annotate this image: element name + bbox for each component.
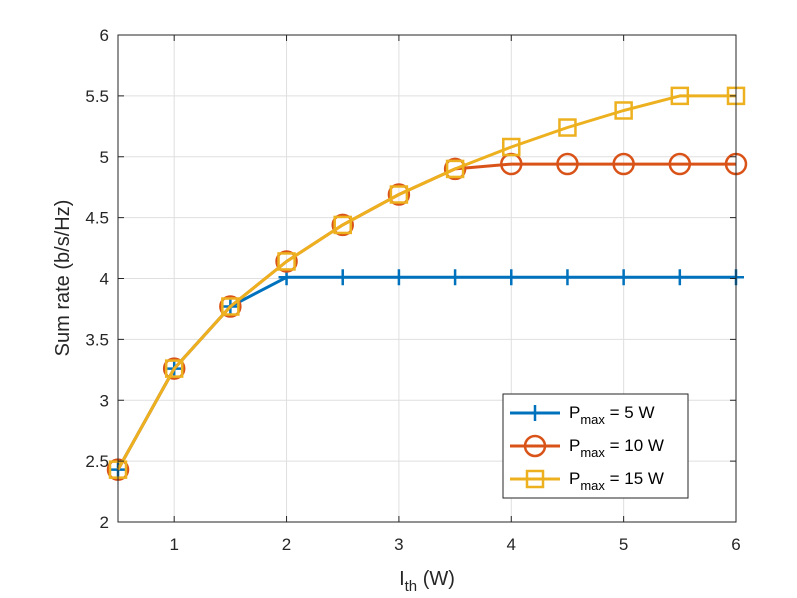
data-point	[389, 185, 409, 204]
legend-label-sub: max	[580, 478, 605, 493]
data-point	[445, 159, 465, 179]
data-point	[277, 252, 296, 271]
legend-label-sub: max	[580, 412, 605, 427]
x-tick-label: 3	[394, 535, 403, 554]
data-point	[670, 86, 690, 106]
series-line	[116, 94, 736, 471]
y-tick-label: 6	[100, 26, 109, 45]
data-point	[671, 269, 688, 286]
data-point	[387, 183, 411, 206]
y-tick-label: 2	[100, 513, 109, 532]
data-point	[164, 359, 184, 378]
data-point	[331, 213, 354, 237]
data-point	[502, 137, 521, 157]
y-tick-label: 3	[100, 391, 109, 410]
data-point	[333, 215, 352, 235]
legend-marker	[525, 469, 545, 489]
data-point	[558, 118, 577, 137]
series-layer	[106, 86, 748, 481]
y-tick-label: 4.5	[85, 209, 109, 228]
x-axis-label-unit: (W)	[417, 568, 455, 590]
x-axis-label-sub: th	[405, 578, 418, 595]
legend-item: Pmax = 15 W	[510, 469, 664, 493]
data-point	[612, 152, 635, 176]
legend-item: Pmax = 10 W	[510, 434, 664, 460]
legend-label-rest: = 10 W	[605, 436, 664, 455]
y-tick-labels: 2 2.5 3 3.5 4 4.5 5 5.5 6	[85, 26, 109, 532]
legend-label-rest: = 15 W	[605, 469, 664, 488]
legend-label-main: P	[569, 469, 580, 488]
data-point	[556, 152, 579, 176]
x-tick-label: 6	[731, 535, 740, 554]
y-tick-label: 2.5	[85, 452, 109, 471]
data-point	[275, 250, 298, 273]
y-tick-label: 4	[100, 270, 109, 289]
legend-marker	[527, 405, 543, 421]
data-point	[447, 269, 464, 286]
series-square	[108, 86, 746, 479]
y-axis-label: Sum rate (b/s/Hz)	[52, 200, 74, 357]
x-tick-labels: 1 2 3 4 5 6	[169, 535, 740, 554]
legend-marker	[523, 434, 547, 458]
data-point	[219, 295, 242, 318]
legend-label: Pmax = 15 W	[569, 469, 664, 493]
data-point	[221, 297, 240, 316]
y-tick-label: 5.5	[85, 87, 109, 106]
legend-label: Pmax = 10 W	[569, 436, 664, 460]
y-tick-label: 3.5	[85, 330, 109, 349]
legend-label: Pmax = 5 W	[569, 403, 655, 427]
data-point	[614, 101, 633, 120]
x-tick-label: 4	[507, 535, 516, 554]
legend-label-sub: max	[580, 445, 605, 460]
x-axis-label-main: I	[399, 568, 405, 590]
legend-label-main: P	[569, 436, 580, 455]
data-point	[334, 269, 351, 286]
x-tick-label: 1	[169, 535, 178, 554]
y-tick-label: 5	[100, 148, 109, 167]
data-point	[668, 152, 692, 176]
legend-label-rest: = 5 W	[605, 403, 655, 422]
data-point	[615, 269, 632, 286]
data-point	[162, 357, 186, 380]
x-tick-label: 2	[282, 535, 291, 554]
x-axis-label: Ith (W)	[399, 568, 455, 595]
legend-label-main: P	[569, 403, 580, 422]
data-point	[559, 269, 576, 286]
data-point	[443, 157, 467, 181]
data-point	[503, 269, 520, 286]
legend-item: Pmax = 5 W	[510, 403, 655, 427]
data-point	[390, 269, 407, 286]
x-tick-label: 5	[619, 535, 628, 554]
axis-ticks	[118, 34, 737, 523]
